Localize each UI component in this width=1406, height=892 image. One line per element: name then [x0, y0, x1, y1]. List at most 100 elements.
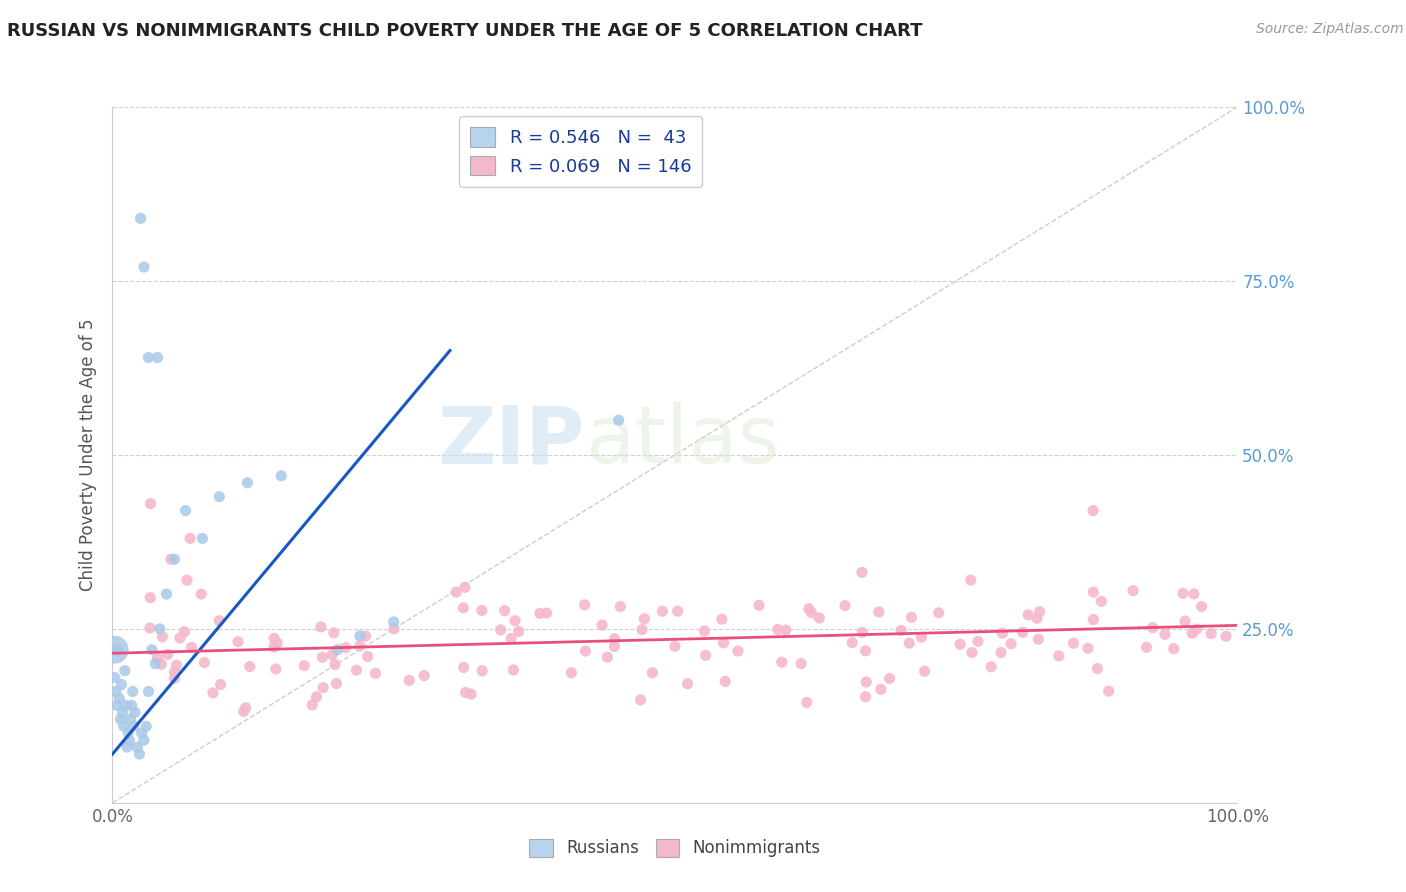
Point: [111, 706, 134, 720]
Point: [364, 666, 387, 681]
Point: [1185, 622, 1208, 636]
Point: [208, 614, 231, 628]
Point: [454, 580, 477, 594]
Text: ZIP: ZIP: [437, 402, 585, 480]
Point: [143, 657, 166, 671]
Point: [775, 623, 797, 637]
Point: [967, 634, 990, 648]
Point: [898, 636, 921, 650]
Point: [1174, 614, 1197, 628]
Point: [138, 351, 160, 365]
Point: [322, 626, 344, 640]
Point: [471, 664, 494, 678]
Point: [131, 726, 153, 740]
Point: [270, 468, 292, 483]
Point: [1028, 605, 1050, 619]
Point: [305, 690, 328, 704]
Point: [890, 624, 912, 638]
Point: [382, 622, 405, 636]
Point: [1083, 585, 1105, 599]
Point: [226, 634, 249, 648]
Legend: Russians, Nonimmigrants: Russians, Nonimmigrants: [523, 832, 827, 864]
Point: [713, 636, 735, 650]
Point: [444, 585, 467, 599]
Point: [529, 607, 551, 621]
Point: [110, 712, 132, 726]
Point: [980, 659, 1002, 673]
Point: [263, 632, 285, 646]
Point: [179, 532, 201, 546]
Point: [323, 657, 346, 672]
Point: [790, 657, 813, 671]
Point: [1077, 641, 1099, 656]
Point: [651, 604, 673, 618]
Point: [191, 532, 214, 546]
Point: [868, 605, 890, 619]
Point: [115, 740, 138, 755]
Point: [1000, 637, 1022, 651]
Point: [121, 684, 143, 698]
Point: [163, 665, 186, 680]
Point: [413, 668, 436, 682]
Point: [150, 657, 173, 672]
Point: [141, 642, 163, 657]
Point: [489, 623, 512, 637]
Point: [180, 640, 202, 655]
Point: [146, 651, 169, 665]
Text: atlas: atlas: [585, 402, 779, 480]
Point: [1047, 648, 1070, 663]
Point: [112, 719, 135, 733]
Y-axis label: Child Poverty Under the Age of 5: Child Poverty Under the Age of 5: [79, 318, 97, 591]
Point: [800, 606, 823, 620]
Point: [235, 700, 257, 714]
Point: [232, 705, 254, 719]
Point: [796, 695, 818, 709]
Point: [453, 660, 475, 674]
Point: [607, 413, 630, 427]
Point: [1154, 627, 1177, 641]
Point: [454, 685, 477, 699]
Point: [266, 636, 288, 650]
Point: [163, 552, 186, 566]
Point: [664, 640, 686, 654]
Point: [120, 712, 142, 726]
Point: [508, 624, 530, 639]
Point: [808, 611, 831, 625]
Point: [1090, 594, 1112, 608]
Point: [398, 673, 420, 688]
Point: [960, 646, 983, 660]
Point: [471, 603, 494, 617]
Point: [176, 573, 198, 587]
Point: [1171, 586, 1194, 600]
Text: Source: ZipAtlas.com: Source: ZipAtlas.com: [1256, 22, 1403, 37]
Point: [335, 640, 357, 655]
Point: [503, 614, 526, 628]
Point: [1028, 632, 1050, 647]
Point: [115, 698, 138, 713]
Point: [1063, 636, 1085, 650]
Point: [326, 642, 349, 657]
Point: [152, 630, 174, 644]
Point: [603, 632, 626, 646]
Point: [1163, 641, 1185, 656]
Point: [105, 698, 128, 713]
Point: [114, 664, 136, 678]
Point: [160, 552, 183, 566]
Point: [311, 650, 333, 665]
Point: [139, 497, 162, 511]
Point: [714, 674, 737, 689]
Point: [309, 620, 332, 634]
Point: [748, 599, 770, 613]
Point: [117, 726, 139, 740]
Point: [321, 648, 343, 662]
Point: [163, 671, 186, 685]
Point: [574, 644, 596, 658]
Point: [356, 649, 378, 664]
Point: [104, 671, 127, 685]
Point: [122, 719, 145, 733]
Point: [312, 681, 335, 695]
Point: [107, 642, 129, 657]
Point: [127, 740, 149, 755]
Point: [1098, 684, 1121, 698]
Point: [1142, 621, 1164, 635]
